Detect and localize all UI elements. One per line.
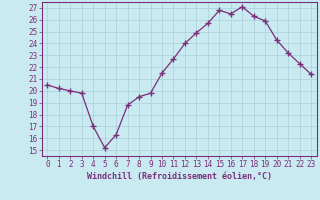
X-axis label: Windchill (Refroidissement éolien,°C): Windchill (Refroidissement éolien,°C): [87, 172, 272, 181]
